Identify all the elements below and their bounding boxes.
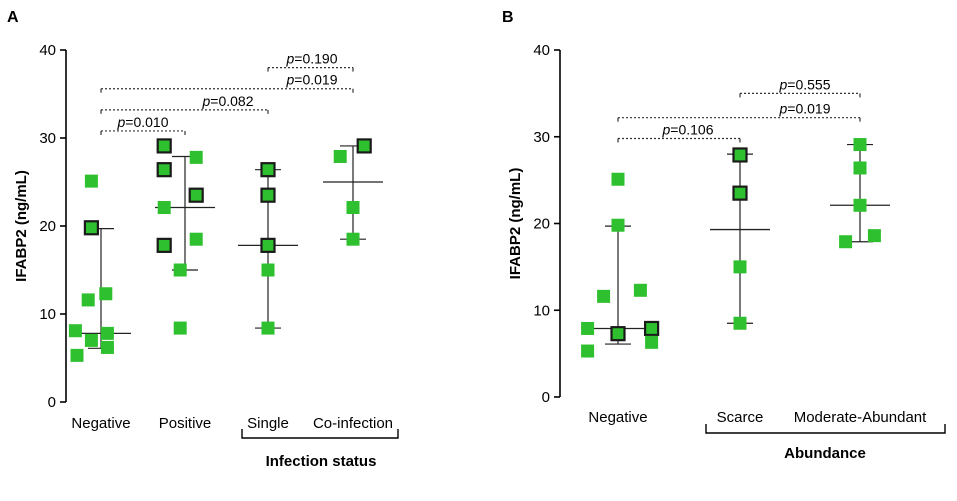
y-tick-label: 0 bbox=[542, 389, 550, 406]
data-point bbox=[356, 138, 372, 154]
x-category-label: Negative bbox=[71, 415, 130, 432]
data-point bbox=[100, 340, 114, 354]
data-point bbox=[84, 333, 98, 347]
data-point bbox=[260, 187, 276, 203]
data-point bbox=[68, 324, 82, 338]
group-label: Infection status bbox=[266, 453, 377, 470]
panel-a: A 0 10 20 30 40 IFABP2 (ng/mL) Negative Positive… bbox=[7, 9, 399, 470]
x-category-label: Co-infection bbox=[313, 415, 393, 432]
p-symbol: p bbox=[661, 121, 670, 137]
y-tick-label: 40 bbox=[533, 42, 550, 59]
p-value-label: p=0.019 bbox=[285, 72, 337, 88]
p-symbol: p bbox=[778, 101, 787, 117]
data-point bbox=[189, 232, 203, 246]
x-category-label: Positive bbox=[159, 415, 212, 432]
data-point bbox=[643, 320, 660, 337]
data-point bbox=[333, 149, 347, 163]
data-point bbox=[853, 198, 867, 212]
p-value-label: p=0.190 bbox=[285, 51, 337, 67]
p-value-label: p=0.019 bbox=[778, 101, 830, 117]
data-point bbox=[189, 150, 203, 164]
p-value-label: p=0.555 bbox=[778, 76, 830, 92]
data-point bbox=[157, 201, 171, 215]
panel-letter: B bbox=[502, 9, 514, 26]
data-point bbox=[70, 348, 84, 362]
x-category-label: Single bbox=[247, 415, 289, 432]
data-point bbox=[853, 161, 867, 175]
p-value: =0.019 bbox=[787, 101, 830, 117]
data-point bbox=[260, 237, 276, 253]
data-point bbox=[867, 229, 881, 243]
data-point bbox=[100, 326, 114, 340]
p-value: =0.190 bbox=[294, 51, 337, 67]
data-point bbox=[597, 289, 611, 303]
data-point bbox=[188, 187, 204, 203]
y-tick-label: 20 bbox=[533, 216, 550, 233]
x-category-label: Scarce bbox=[717, 409, 764, 426]
data-point bbox=[346, 232, 360, 246]
data-point bbox=[156, 138, 172, 154]
y-tick-label: 40 bbox=[39, 42, 56, 59]
data-point bbox=[645, 335, 659, 349]
data-point bbox=[261, 263, 275, 277]
data-point bbox=[853, 138, 867, 152]
data-point bbox=[733, 316, 747, 330]
data-point bbox=[261, 321, 275, 335]
group-label: Abundance bbox=[784, 445, 866, 462]
data-point bbox=[81, 293, 95, 307]
x-category-label: Negative bbox=[588, 409, 647, 426]
data-point bbox=[84, 174, 98, 188]
data-point bbox=[732, 147, 748, 163]
p-symbol: p bbox=[116, 114, 125, 130]
data-point bbox=[839, 235, 853, 249]
y-tick-label: 10 bbox=[39, 306, 56, 323]
y-tick-label: 0 bbox=[48, 394, 56, 411]
p-symbol: p bbox=[285, 72, 294, 88]
y-tick-label: 30 bbox=[533, 129, 550, 146]
data-point bbox=[732, 185, 748, 201]
data-point bbox=[581, 344, 595, 358]
data-point bbox=[173, 263, 187, 277]
data-point bbox=[346, 201, 360, 215]
data-point bbox=[611, 218, 625, 232]
data-point bbox=[156, 162, 172, 178]
p-value: =0.555 bbox=[787, 76, 830, 92]
data-point bbox=[173, 321, 187, 335]
panel-b: B 0 10 20 30 40 IFABP2 (ng/mL) Negative Scarce Mo… bbox=[502, 9, 946, 462]
p-symbol: p bbox=[201, 93, 210, 109]
y-axis-label: IFABP2 (ng/mL) bbox=[13, 170, 30, 282]
p-symbol: p bbox=[778, 76, 787, 92]
data-point bbox=[581, 321, 595, 335]
p-value: =0.010 bbox=[125, 114, 168, 130]
p-value-label: p=0.010 bbox=[116, 114, 168, 130]
data-point bbox=[733, 260, 747, 274]
group-bracket bbox=[705, 424, 946, 434]
data-point bbox=[156, 237, 172, 253]
p-value: =0.082 bbox=[210, 93, 253, 109]
data-point bbox=[611, 172, 625, 186]
p-value-label: p=0.106 bbox=[661, 121, 713, 137]
y-tick-label: 30 bbox=[39, 130, 56, 147]
p-value: =0.106 bbox=[670, 121, 713, 137]
y-axis-label: IFABP2 (ng/mL) bbox=[507, 168, 524, 280]
data-point bbox=[610, 326, 626, 342]
data-point bbox=[633, 283, 647, 297]
p-value-label: p=0.082 bbox=[201, 93, 253, 109]
p-symbol: p bbox=[285, 51, 294, 67]
group-bracket bbox=[241, 429, 399, 439]
x-category-label: Moderate-Abundant bbox=[794, 409, 927, 426]
data-point bbox=[260, 162, 276, 178]
p-value: =0.019 bbox=[294, 72, 337, 88]
data-point bbox=[99, 287, 113, 301]
panel-letter: A bbox=[7, 9, 19, 26]
y-tick-label: 20 bbox=[39, 218, 56, 235]
data-point bbox=[83, 220, 100, 236]
y-tick-label: 10 bbox=[533, 302, 550, 319]
